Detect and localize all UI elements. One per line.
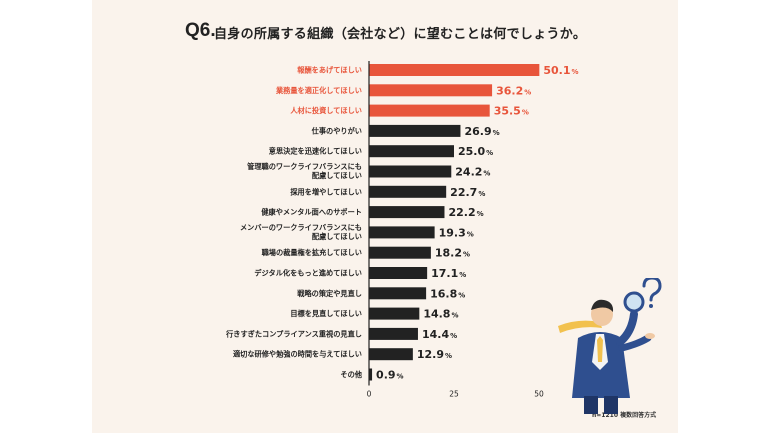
category-label: デジタル化をもっと進めてほしい	[254, 269, 362, 278]
bar	[369, 348, 413, 361]
value-label: 22.2%	[448, 206, 483, 219]
category-label: 意思決定を迅速化してほしい	[269, 147, 362, 156]
category-label: 採用を増やしてほしい	[290, 187, 362, 196]
category-label: 配慮してほしい	[312, 171, 362, 180]
category-label: 健康やメンタル面へのサポート	[261, 208, 362, 217]
bar	[369, 246, 431, 259]
category-label: 目標を見直してほしい	[290, 309, 362, 318]
value-label: 50.1%	[543, 64, 578, 77]
category-label: 適切な研修や勉強の時間を与えてほしい	[233, 350, 362, 359]
bar	[369, 165, 452, 178]
sample-size-note: n=1210 複数回答方式	[592, 412, 657, 419]
value-label: 26.9%	[464, 125, 499, 138]
bar	[369, 104, 490, 117]
value-label: 35.5%	[494, 105, 529, 118]
bar	[369, 287, 427, 300]
value-label: 18.2%	[435, 247, 470, 260]
category-label: 管理職のワークライフバランスにも	[247, 162, 362, 171]
category-label: 職場の裁量権を拡充してほしい	[262, 248, 362, 257]
category-label: 戦略の策定や見直し	[297, 289, 362, 298]
bar	[369, 226, 435, 239]
value-label: 17.1%	[431, 267, 466, 280]
x-tick-label: 25	[449, 390, 459, 399]
value-label: 36.2%	[496, 84, 531, 97]
value-label: 14.4%	[422, 328, 457, 341]
category-label: 業務量を適正化してほしい	[275, 86, 362, 95]
bar	[369, 64, 540, 76]
value-label: 16.8%	[430, 287, 465, 300]
value-label: 24.2%	[455, 166, 490, 179]
category-label: 仕事のやりがい	[311, 126, 362, 135]
bar	[369, 267, 428, 279]
category-label: 行きすぎたコンプライアンス重視の見直し	[225, 329, 362, 338]
bar	[369, 124, 461, 137]
category-label: 人材に投資してほしい	[290, 106, 362, 115]
chart-header: Q6. 自身の所属する組織（会社など）に望むことは何でしょうか。	[0, 0, 770, 60]
category-label: メンバーのワークライフバランスにも	[240, 223, 362, 232]
category-label: 配慮してほしい	[312, 232, 362, 241]
bar	[369, 145, 454, 158]
category-label: 報酬をあげてほしい	[297, 66, 362, 75]
value-label: 0.9%	[376, 369, 404, 382]
x-tick-label: 50	[534, 390, 544, 399]
question-number: Q6.	[185, 20, 216, 41]
bar	[369, 368, 373, 381]
value-label: 22.7%	[450, 186, 485, 199]
value-label: 12.9%	[417, 348, 452, 361]
x-tick-label: 0	[367, 390, 372, 399]
bar	[369, 84, 493, 97]
value-label: 14.8%	[423, 308, 458, 321]
bar	[369, 185, 447, 198]
chart-title: 自身の所属する組織（会社など）に望むことは何でしょうか。	[214, 27, 587, 42]
businessman-magnifier-illustration	[558, 278, 662, 414]
bar	[369, 307, 420, 320]
bar	[369, 327, 418, 340]
bar	[369, 206, 445, 219]
category-label: その他	[340, 370, 362, 379]
value-label: 19.3%	[439, 226, 474, 239]
value-label: 25.0%	[458, 145, 493, 158]
